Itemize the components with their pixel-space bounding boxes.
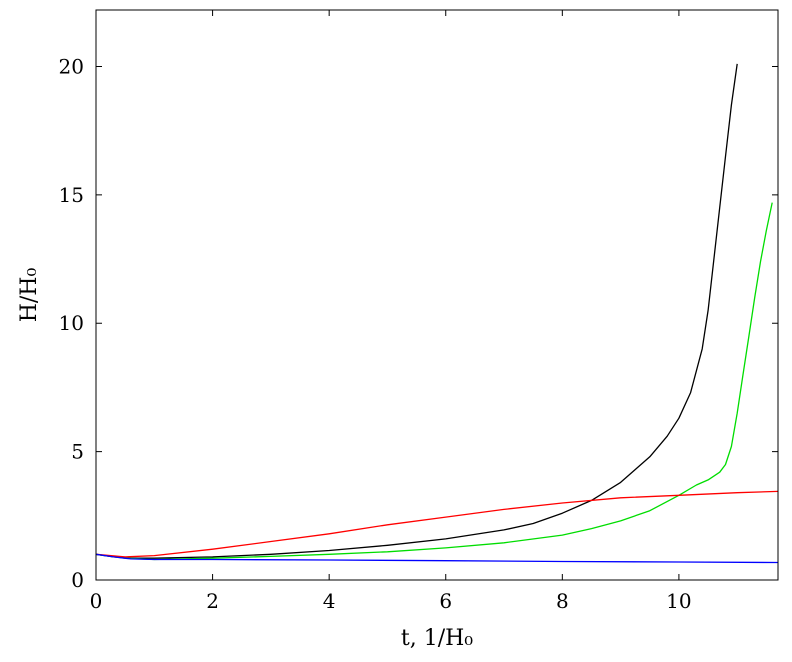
- y-tick-label: 5: [71, 440, 84, 464]
- series-line-2: [95, 202, 773, 561]
- series-line-4: [95, 553, 779, 564]
- x-tick-label: 10: [666, 589, 691, 613]
- x-tick-label: 6: [439, 589, 452, 613]
- plot-frame: [95, 9, 779, 581]
- series-line-3: [95, 490, 779, 558]
- x-tick-label: 8: [556, 589, 569, 613]
- y-tick-label: 15: [59, 183, 84, 207]
- y-axis-label: H/H₀: [17, 268, 42, 323]
- series-line-1: [95, 63, 738, 559]
- x-tick-label: 2: [206, 589, 219, 613]
- y-tick-label: 0: [71, 568, 84, 592]
- y-tick-label: 20: [59, 54, 84, 78]
- x-axis-label: t, 1/H₀: [401, 626, 473, 651]
- ticks-group: 0 2 4 6 8 10 0 5 10 15 20: [59, 10, 778, 613]
- x-tick-label: 4: [323, 589, 336, 613]
- y-tick-label: 10: [59, 311, 84, 335]
- x-tick-label: 0: [90, 589, 103, 613]
- series-group: [95, 63, 779, 564]
